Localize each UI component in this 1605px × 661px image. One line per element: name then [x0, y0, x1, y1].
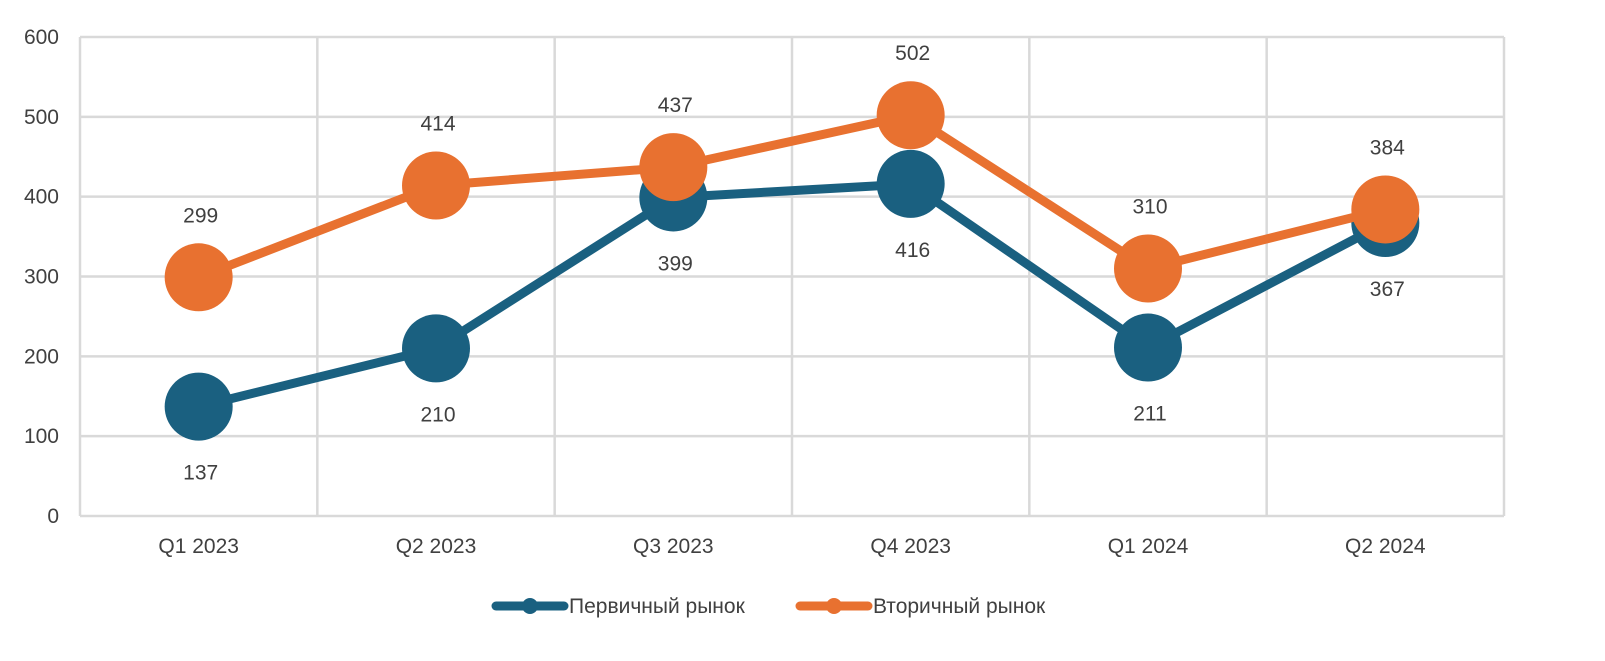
data-point-primary — [876, 149, 945, 218]
legend-label: Вторичный рынок — [873, 595, 1046, 618]
legend-item-primary: Первичный рынок — [491, 595, 746, 618]
y-axis-ticks: 0 100 200 300 400 500 600 — [24, 26, 59, 528]
x-tick-label: Q1 2023 — [158, 535, 239, 558]
y-tick-label: 600 — [24, 26, 59, 49]
data-point-secondary — [1114, 234, 1182, 303]
x-tick-label: Q2 2023 — [396, 535, 477, 558]
data-point-primary — [1114, 313, 1182, 382]
legend: Первичный рынок Вторичный рынок — [491, 595, 1046, 618]
data-label-secondary: 502 — [895, 42, 930, 65]
data-point-primary — [402, 314, 470, 383]
data-point-primary — [164, 372, 233, 441]
series-layer — [164, 81, 1420, 441]
data-label-primary: 367 — [1370, 278, 1405, 301]
data-label-primary: 137 — [183, 462, 218, 485]
data-label-primary: 416 — [895, 239, 930, 262]
y-tick-label: 200 — [24, 345, 59, 368]
data-point-secondary — [876, 81, 945, 150]
legend-item-secondary: Вторичный рынок — [795, 595, 1046, 618]
x-tick-label: Q4 2023 — [870, 535, 951, 558]
data-point-secondary — [1351, 175, 1420, 244]
data-label-secondary: 310 — [1132, 196, 1167, 219]
y-tick-label: 500 — [24, 106, 59, 129]
y-tick-label: 0 — [47, 505, 59, 528]
data-label-secondary: 299 — [183, 204, 218, 227]
y-tick-label: 300 — [24, 266, 59, 289]
x-tick-label: Q1 2024 — [1108, 535, 1189, 558]
data-label-primary: 399 — [658, 252, 693, 275]
legend-swatch-marker — [522, 598, 538, 614]
data-point-secondary — [164, 243, 233, 312]
data-label-secondary: 414 — [420, 112, 455, 135]
x-tick-label: Q3 2023 — [633, 535, 714, 558]
chart-grid — [78, 35, 1506, 518]
y-tick-label: 400 — [24, 186, 59, 209]
series-line-secondary — [194, 110, 1390, 282]
data-label-secondary: 437 — [658, 94, 693, 117]
data-label-secondary: 384 — [1370, 136, 1405, 159]
data-point-secondary — [402, 151, 470, 220]
x-axis-ticks: Q1 2023 Q2 2023 Q3 2023 Q4 2023 Q1 2024 Q2 20… — [158, 535, 1426, 558]
x-tick-label: Q2 2024 — [1345, 535, 1426, 558]
legend-swatch-marker — [826, 598, 842, 614]
series-line-primary — [194, 179, 1390, 412]
y-tick-label: 100 — [24, 425, 59, 448]
data-point-secondary — [639, 133, 708, 202]
data-label-primary: 210 — [420, 403, 455, 426]
data-labels-layer: 137 210 399 416 211 367 299 414 437 502 310 384 — [183, 42, 1405, 484]
data-label-primary: 211 — [1133, 403, 1166, 426]
legend-label: Первичный рынок — [569, 595, 746, 618]
